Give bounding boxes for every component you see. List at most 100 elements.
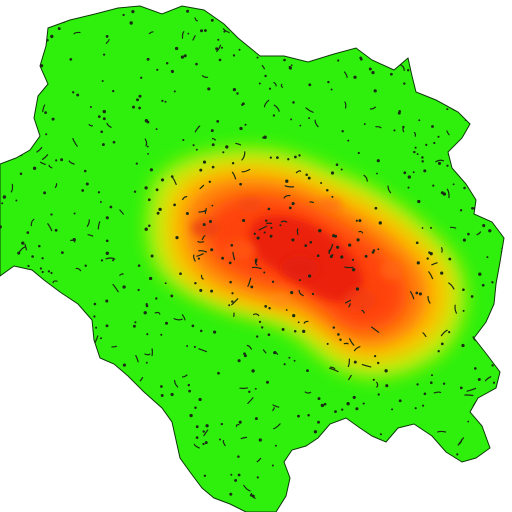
point-marker [209, 220, 212, 223]
point-trace [364, 34, 368, 41]
point-marker [298, 32, 301, 35]
point-marker [146, 145, 149, 148]
point-trace [150, 468, 153, 477]
point-marker [202, 223, 206, 227]
point-marker [60, 470, 64, 475]
point-marker [341, 129, 344, 133]
point-marker [470, 295, 474, 298]
point-marker [486, 202, 490, 207]
point-marker [69, 508, 72, 512]
point-marker [442, 4, 444, 6]
point-marker [28, 457, 31, 461]
point-marker [45, 365, 48, 369]
point-marker [291, 202, 295, 206]
point-marker [283, 363, 286, 366]
point-trace [193, 254, 196, 262]
point-trace [88, 124, 93, 127]
point-marker [109, 205, 113, 209]
point-marker [138, 94, 142, 98]
point-marker [483, 208, 488, 212]
point-trace [397, 29, 404, 35]
point-marker [355, 407, 359, 411]
point-marker [221, 19, 224, 22]
point-marker [144, 119, 149, 123]
point-trace [73, 31, 81, 35]
point-trace [196, 253, 204, 257]
point-marker [305, 58, 309, 62]
point-marker [376, 361, 380, 365]
point-marker [25, 29, 28, 32]
point-marker [247, 6, 251, 9]
point-marker [304, 244, 308, 247]
point-marker [229, 492, 233, 496]
point-marker [481, 283, 485, 287]
point-marker [488, 505, 491, 508]
point-marker [308, 117, 311, 120]
point-marker [228, 18, 233, 22]
point-trace [314, 119, 319, 128]
point-marker [313, 430, 318, 434]
point-marker [426, 21, 430, 25]
point-marker [500, 250, 504, 254]
point-trace [253, 313, 260, 317]
point-marker [73, 434, 77, 438]
point-trace [10, 183, 14, 193]
point-marker [192, 144, 195, 147]
point-marker [21, 241, 25, 245]
point-marker [437, 350, 440, 353]
point-marker [146, 57, 150, 61]
point-trace [346, 449, 353, 457]
point-marker [189, 413, 193, 418]
point-trace [134, 465, 140, 472]
point-trace [347, 358, 350, 368]
point-marker [302, 329, 306, 334]
point-marker [467, 232, 470, 236]
point-trace [489, 144, 498, 148]
point-trace [198, 209, 207, 213]
point-marker [48, 464, 52, 468]
point-trace [304, 391, 312, 394]
point-marker [76, 93, 80, 97]
point-trace [235, 142, 242, 146]
point-marker [24, 119, 27, 122]
point-marker [4, 45, 7, 48]
point-marker [156, 211, 160, 215]
point-marker [230, 473, 233, 476]
point-marker [24, 315, 27, 318]
point-marker [439, 453, 443, 456]
point-marker [281, 327, 285, 331]
point-marker [195, 425, 199, 429]
point-marker [155, 128, 158, 131]
point-trace [490, 474, 494, 483]
point-marker [373, 21, 377, 25]
point-marker [356, 238, 360, 242]
point-marker [188, 389, 191, 393]
point-marker [147, 437, 150, 440]
point-marker [290, 64, 293, 67]
point-marker [422, 58, 427, 62]
point-marker [164, 100, 167, 103]
point-marker [26, 76, 29, 79]
point-trace [80, 488, 86, 491]
point-trace [363, 174, 368, 182]
point-marker [241, 103, 244, 107]
point-marker [326, 189, 329, 192]
point-trace [222, 28, 230, 34]
point-trace [496, 291, 499, 297]
point-marker [496, 309, 500, 313]
point-trace [298, 289, 304, 297]
point-marker [508, 482, 511, 485]
point-trace [348, 374, 352, 381]
point-trace [263, 99, 270, 108]
point-marker [97, 115, 101, 118]
point-marker [355, 219, 358, 222]
point-trace [204, 207, 207, 214]
point-trace [376, 381, 379, 388]
point-marker [232, 54, 236, 57]
point-marker [299, 124, 302, 127]
point-marker [271, 464, 274, 467]
point-marker [507, 291, 510, 294]
point-marker [372, 378, 375, 381]
point-marker [145, 361, 148, 364]
point-marker [422, 404, 425, 407]
